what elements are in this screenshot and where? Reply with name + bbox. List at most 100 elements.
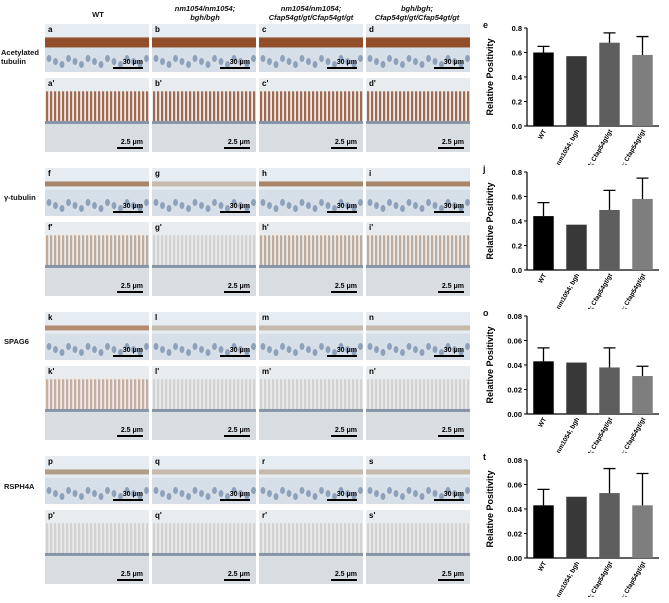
scale-bar: 30 μm <box>434 203 464 213</box>
scale-bar-line <box>113 211 143 213</box>
tissue-image <box>259 510 363 584</box>
panel-letter: f' <box>48 223 53 232</box>
scale-bar-line <box>224 579 250 581</box>
scale-bar: 2.5 μm <box>331 427 357 437</box>
scale-bar-label: 30 μm <box>122 347 143 354</box>
micrograph-panel: q 30 μm <box>152 456 256 504</box>
panel-letter: n <box>369 313 374 322</box>
scale-bar-line <box>224 435 250 437</box>
scale-bar-line <box>113 355 143 357</box>
bar <box>599 367 620 414</box>
tissue-image <box>259 24 363 72</box>
tissue-image <box>366 312 470 360</box>
scale-bar: 2.5 μm <box>224 571 250 581</box>
tissue-image <box>45 222 149 296</box>
scale-bar-label: 30 μm <box>336 59 357 66</box>
tissue-image <box>45 312 149 360</box>
micrograph-panel: g' 2.5 μm <box>152 222 256 296</box>
micrograph-panel: c 30 μm <box>259 24 363 72</box>
y-axis-title: Relative Positivity <box>485 326 495 403</box>
column-header-line1: nm1054/nm1054; <box>280 4 342 13</box>
x-tick-label: nm1054; Cfap54gt/gt <box>576 560 614 597</box>
scale-bar: 2.5 μm <box>438 139 464 149</box>
micrograph-panel: n' 2.5 μm <box>366 366 470 440</box>
scale-bar-label: 30 μm <box>443 491 464 498</box>
bar <box>566 56 587 126</box>
column-header-wt: WT <box>44 10 152 19</box>
panel-letter: g <box>155 169 160 178</box>
micrograph-panel: f 30 μm <box>45 168 149 216</box>
tissue-image <box>366 24 470 72</box>
scale-bar-label: 2.5 μm <box>441 427 464 434</box>
scale-bar: 30 μm <box>434 59 464 69</box>
panel-letter: a <box>48 25 53 34</box>
row-label-spag6: SPAG6 <box>4 337 29 346</box>
scale-bar-line <box>113 499 143 501</box>
panel-letter: s' <box>369 511 376 520</box>
scale-bar-line <box>327 67 357 69</box>
panel-letter: c' <box>262 79 269 88</box>
chart-letter-e: e <box>483 20 489 30</box>
panel-letter: h <box>262 169 267 178</box>
bar <box>566 496 587 558</box>
scale-bar-line <box>331 579 357 581</box>
scale-bar: 30 μm <box>220 347 250 357</box>
micrograph-panel: h 30 μm <box>259 168 363 216</box>
scale-bar-label: 30 μm <box>443 59 464 66</box>
micrograph-panel: n 30 μm <box>366 312 470 360</box>
chart-letter-o: o <box>483 308 489 318</box>
scale-bar: 30 μm <box>220 203 250 213</box>
scale-bar-line <box>220 355 250 357</box>
scale-bar-label: 2.5 μm <box>334 571 357 578</box>
x-tick-label: WT <box>537 560 548 572</box>
micrograph-panel: k 30 μm <box>45 312 149 360</box>
scale-bar: 30 μm <box>113 347 143 357</box>
bar <box>566 224 587 270</box>
scale-bar-line <box>117 147 143 149</box>
x-tick-label: nm1054; Cfap54gt/gt <box>576 272 614 309</box>
micrograph-panel: d' 2.5 μm <box>366 78 470 152</box>
chart-letter-j: j <box>483 164 486 174</box>
x-tick-label: WT <box>537 416 548 428</box>
panel-letter: l <box>155 313 158 322</box>
micrograph-panel: p 30 μm <box>45 456 149 504</box>
scale-bar: 2.5 μm <box>438 571 464 581</box>
y-tick-label: 0.6 <box>512 49 522 58</box>
x-tick-label: bgh; Cfap54gt/gt <box>615 272 647 309</box>
error-bar <box>603 189 616 210</box>
column-header-line1: bgh/bgh; <box>400 4 434 13</box>
micrograph-panel: q' 2.5 μm <box>152 510 256 584</box>
scale-bar-label: 30 μm <box>229 491 250 498</box>
row-label-gamma-tubulin: γ-tubulin <box>4 193 36 202</box>
x-tick-label: nm1054; bgh <box>555 128 581 165</box>
y-tick-label: 0.04 <box>507 505 522 514</box>
x-tick-label: bgh; Cfap54gt/gt <box>615 128 647 165</box>
panel-letter: k <box>48 313 53 322</box>
bar <box>632 198 653 270</box>
y-tick-label: 0.8 <box>512 168 522 177</box>
scale-bar-line <box>224 291 250 293</box>
x-tick-label: bgh; Cfap54gt/gt <box>615 416 647 453</box>
micrograph-panel: m' 2.5 μm <box>259 366 363 440</box>
panel-letter: i <box>369 169 372 178</box>
bar <box>533 361 554 414</box>
micrograph-panel: f' 2.5 μm <box>45 222 149 296</box>
y-axis-title: Relative Positivity <box>485 38 495 115</box>
scale-bar-line <box>438 147 464 149</box>
scale-bar-label: 2.5 μm <box>227 283 250 290</box>
tissue-image <box>45 24 149 72</box>
micrograph-panel: m 30 μm <box>259 312 363 360</box>
scale-bar: 2.5 μm <box>117 139 143 149</box>
x-tick-label: nm1054; bgh <box>555 416 581 453</box>
scale-bar: 2.5 μm <box>331 571 357 581</box>
panel-letter: n' <box>369 367 376 376</box>
y-tick-label: 0.02 <box>507 530 522 539</box>
scale-bar-line <box>331 435 357 437</box>
scale-bar: 30 μm <box>434 347 464 357</box>
scale-bar: 2.5 μm <box>331 283 357 293</box>
panel-letter: d' <box>369 79 376 88</box>
scale-bar-label: 2.5 μm <box>334 139 357 146</box>
scale-bar-line <box>327 355 357 357</box>
scale-bar-label: 2.5 μm <box>120 139 143 146</box>
micrograph-panel: c' 2.5 μm <box>259 78 363 152</box>
